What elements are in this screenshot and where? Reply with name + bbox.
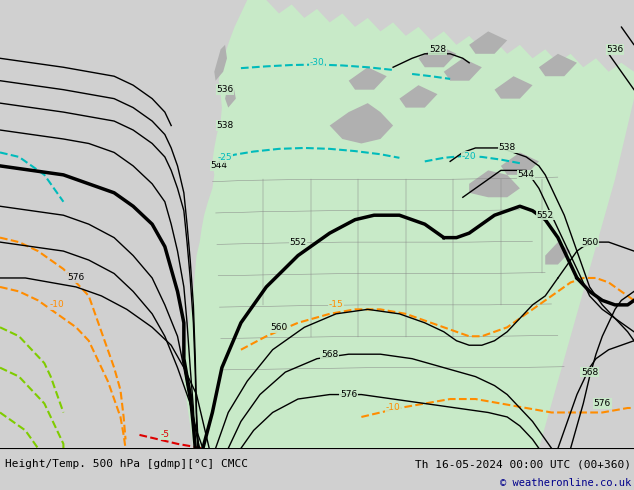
Polygon shape (469, 171, 520, 197)
Text: -10: -10 (385, 403, 401, 413)
Polygon shape (214, 45, 227, 81)
Text: 536: 536 (216, 85, 234, 94)
Polygon shape (418, 45, 456, 67)
Text: 576: 576 (340, 390, 358, 399)
Polygon shape (399, 85, 437, 108)
Text: 544: 544 (210, 161, 227, 171)
Polygon shape (469, 31, 507, 54)
Text: 538: 538 (216, 121, 234, 130)
Polygon shape (495, 76, 533, 98)
Text: -15: -15 (328, 300, 344, 309)
Text: 538: 538 (498, 144, 516, 152)
Text: -20: -20 (462, 151, 477, 161)
Text: -25: -25 (217, 153, 233, 162)
Polygon shape (501, 152, 539, 175)
Text: 568: 568 (321, 350, 339, 359)
Text: 568: 568 (581, 368, 598, 377)
Text: 536: 536 (606, 45, 624, 54)
Polygon shape (444, 58, 482, 81)
Text: -10: -10 (49, 300, 65, 309)
Polygon shape (539, 54, 577, 76)
Text: -5: -5 (160, 430, 169, 440)
Polygon shape (330, 103, 393, 144)
Polygon shape (225, 85, 236, 108)
Text: 576: 576 (593, 399, 611, 408)
Text: 552: 552 (289, 238, 307, 246)
Text: 560: 560 (270, 323, 288, 332)
Polygon shape (349, 67, 387, 90)
Text: -30: -30 (309, 58, 325, 67)
Text: 528: 528 (429, 45, 446, 54)
Text: 576: 576 (67, 273, 85, 282)
Polygon shape (184, 0, 634, 448)
Polygon shape (545, 242, 571, 265)
Text: Th 16-05-2024 00:00 UTC (00+360): Th 16-05-2024 00:00 UTC (00+360) (415, 459, 631, 469)
Text: 560: 560 (581, 238, 598, 246)
Text: © weatheronline.co.uk: © weatheronline.co.uk (500, 477, 631, 488)
Text: Height/Temp. 500 hPa [gdmp][°C] CMCC: Height/Temp. 500 hPa [gdmp][°C] CMCC (5, 459, 248, 469)
Text: 544: 544 (518, 171, 534, 179)
Text: 552: 552 (536, 211, 554, 220)
